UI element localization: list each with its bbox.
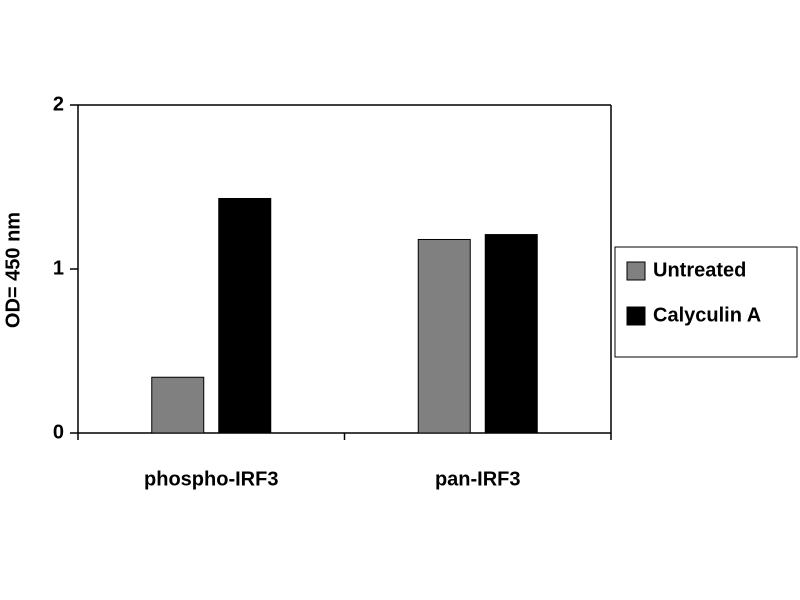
bar [417,238,471,434]
bar [151,376,205,434]
x-tick-label: phospho-IRF3 [144,468,278,490]
x-tick-label: pan-IRF3 [435,468,521,490]
legend-label: Untreated [653,259,746,281]
bar [218,197,272,434]
legend-label: Calyculin A [653,304,761,326]
y-tick-label: 0 [53,421,64,443]
y-axis-label: OD= 450 nm [2,212,24,328]
legend-swatch [626,261,646,281]
bar [484,234,538,434]
y-tick-label: 1 [53,257,64,279]
y-tick-label: 2 [53,93,64,115]
legend-swatch [626,306,646,326]
